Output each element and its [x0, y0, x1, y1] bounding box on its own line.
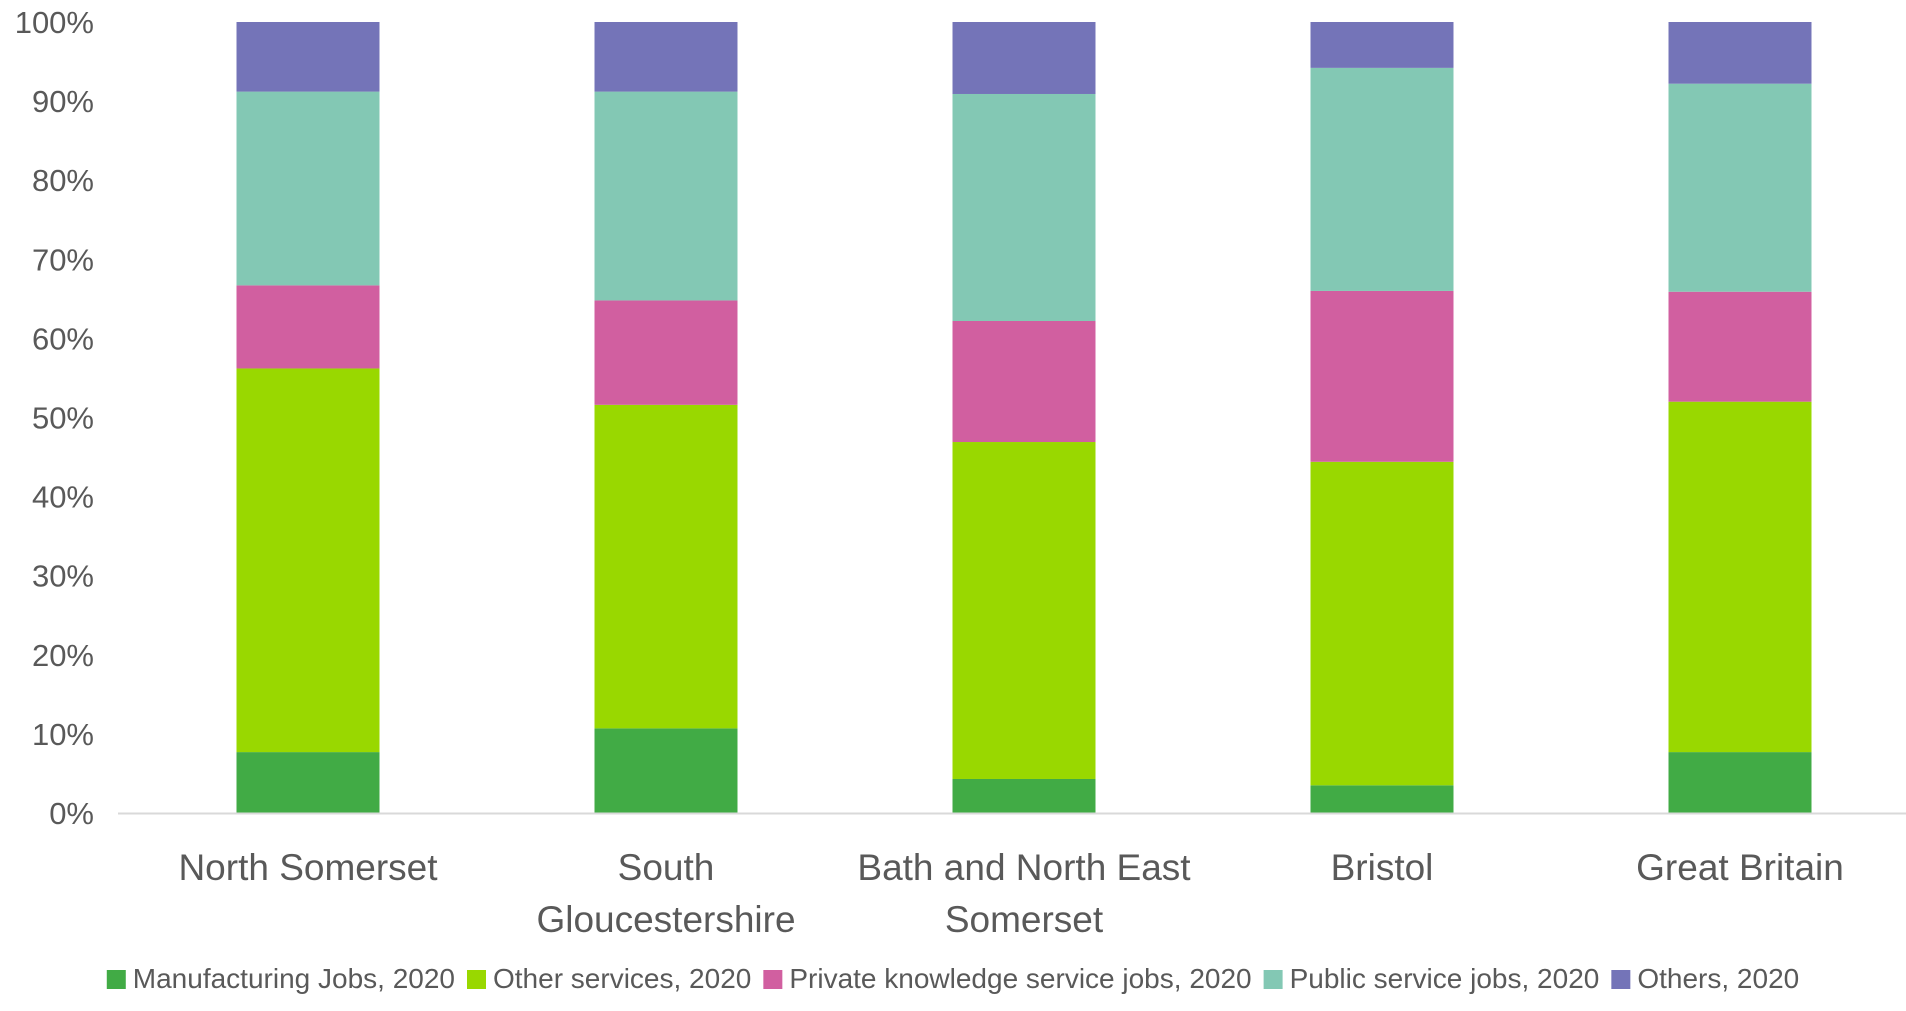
bar-segment: [1668, 291, 1812, 402]
legend-swatch: [106, 970, 126, 989]
y-tick-label: 100%: [15, 5, 94, 40]
legend-label: Others, 2020: [1637, 963, 1799, 994]
bar-segment: [594, 300, 738, 405]
y-tick-label: 90%: [32, 84, 94, 119]
bar-stack: [594, 22, 738, 813]
bar-segment: [1668, 22, 1812, 84]
legend-item: Others, 2020: [1611, 963, 1799, 994]
bar-segment: [236, 22, 380, 92]
bar-segment: [594, 404, 738, 729]
bar-segment: [952, 93, 1096, 321]
y-tick-label: 0%: [49, 796, 94, 831]
y-tick-label: 70%: [32, 242, 94, 277]
bar-segment: [1668, 401, 1812, 753]
bar-stack: [1310, 22, 1454, 813]
bar-segment: [1668, 83, 1812, 292]
bar-segment: [952, 778, 1096, 813]
legend-label: Other services, 2020: [493, 963, 751, 994]
bar-segment: [236, 368, 380, 753]
legend-swatch: [1611, 970, 1631, 989]
legend-swatch: [763, 970, 783, 989]
x-tick-label: South Gloucestershire: [536, 847, 795, 940]
bar-segment: [1310, 785, 1454, 813]
bar-stack: [952, 22, 1096, 813]
legend: Manufacturing Jobs, 2020 Other services, …: [106, 963, 1799, 994]
bar-segment: [594, 22, 738, 92]
bar-segment: [952, 320, 1096, 443]
legend-label: Private knowledge service jobs, 2020: [789, 963, 1251, 994]
x-tick-label: North Somerset: [178, 847, 438, 888]
legend-swatch: [1263, 970, 1283, 989]
x-tick-label: Bath and North East Somerset: [857, 847, 1191, 940]
legend-label: Public service jobs, 2020: [1290, 963, 1600, 994]
bar-segment: [236, 285, 380, 369]
bar-segment: [236, 752, 380, 813]
legend-item: Private knowledge service jobs, 2020: [763, 963, 1252, 994]
legend-item: Other services, 2020: [467, 963, 751, 994]
legend-item: Public service jobs, 2020: [1263, 963, 1600, 994]
bar-segment: [1668, 752, 1812, 813]
bar-segment: [952, 442, 1096, 779]
bar-segment: [952, 22, 1096, 94]
y-tick-label: 50%: [32, 401, 94, 436]
legend-swatch: [467, 970, 486, 989]
bar-segment: [594, 728, 738, 813]
legend-label: Manufacturing Jobs, 2020: [133, 963, 455, 994]
bar-segment: [1310, 67, 1454, 291]
x-tick-label: Bristol: [1331, 847, 1434, 888]
y-axis: 0% 10% 20% 30% 40% 50% 60% 70% 80% 90% 100%: [15, 5, 94, 831]
bar-segment: [1310, 290, 1454, 462]
x-axis: North Somerset South Gloucestershire Bath a…: [178, 847, 1843, 940]
y-tick-label: 80%: [32, 163, 94, 198]
y-tick-label: 10%: [32, 717, 94, 752]
y-tick-label: 20%: [32, 638, 94, 673]
y-tick-label: 60%: [32, 321, 94, 356]
bar-segment: [236, 91, 380, 286]
x-tick-label: Great Britain: [1636, 847, 1844, 888]
bars: [236, 22, 1812, 813]
bar-segment: [594, 91, 738, 301]
bar-segment: [1310, 22, 1454, 68]
legend-item: Manufacturing Jobs, 2020: [106, 963, 455, 994]
y-tick-label: 30%: [32, 559, 94, 594]
y-tick-label: 40%: [32, 480, 94, 515]
bar-stack: [1668, 22, 1812, 813]
bar-stack: [236, 22, 380, 813]
bar-segment: [1310, 461, 1454, 786]
